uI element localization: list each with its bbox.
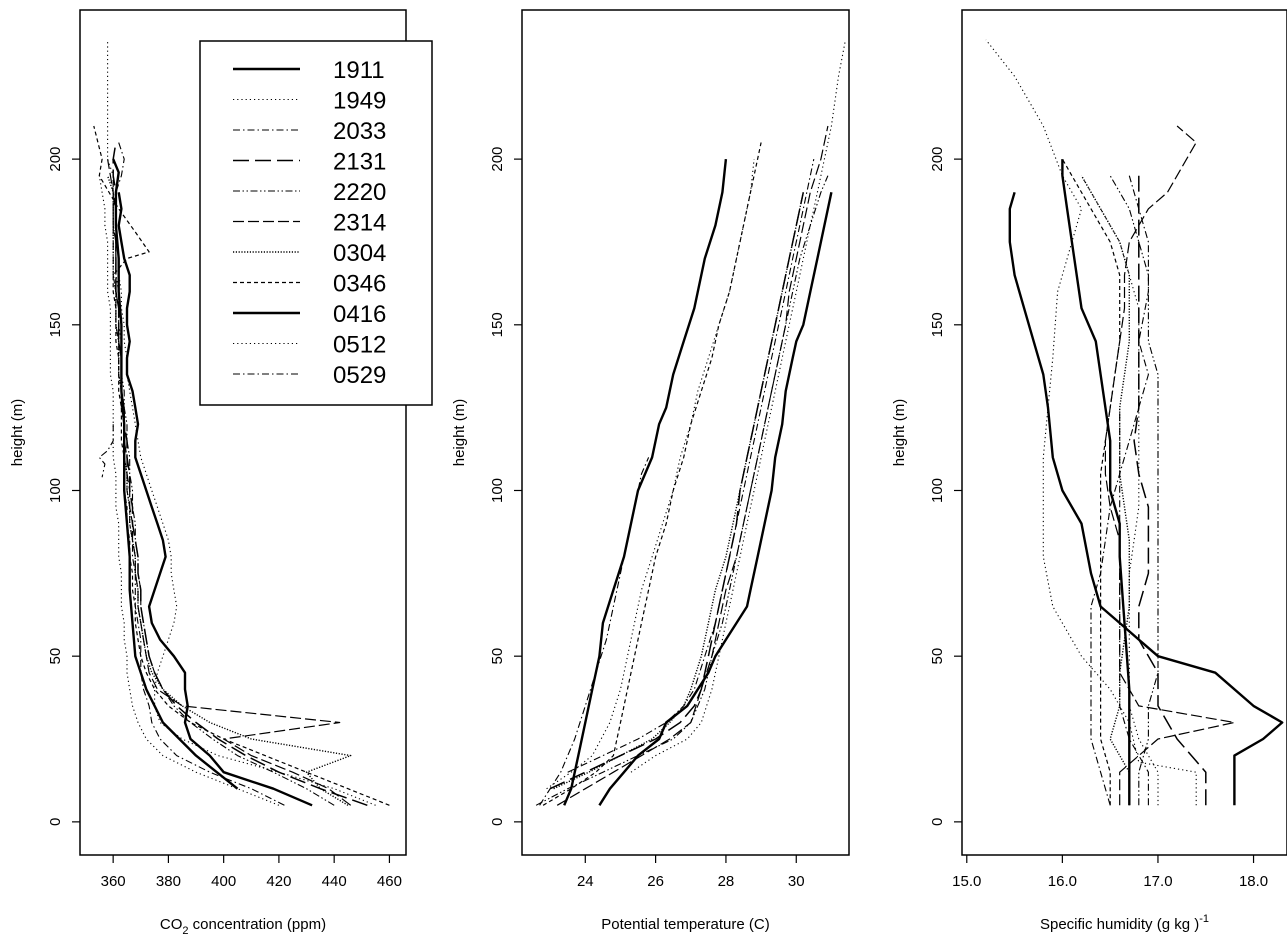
legend-label-2220: 2220 bbox=[333, 179, 386, 206]
y-tick-label: 200 bbox=[489, 147, 506, 172]
series-line-1911 bbox=[598, 192, 833, 806]
panel-co2: 360 380 400 420 440 460 0 50 100 150 200 height (m)… bbox=[9, 9, 433, 935]
x-tick-label: 420 bbox=[266, 873, 291, 890]
legend-label-2033: 2033 bbox=[333, 118, 386, 145]
y-tick-label: 200 bbox=[47, 147, 64, 172]
legend-label-0304: 0304 bbox=[333, 240, 386, 267]
y-tick-label: 150 bbox=[47, 312, 64, 337]
x-tick-label: 460 bbox=[377, 873, 402, 890]
series-line-2220 bbox=[1109, 175, 1159, 806]
series-line-2314 bbox=[107, 159, 352, 806]
x-axis-label: CO2 concentration (ppm) bbox=[160, 916, 326, 935]
series-line-0416 bbox=[112, 158, 239, 790]
legend-label-1911: 1911 bbox=[333, 57, 385, 84]
legend-label-1949: 1949 bbox=[333, 88, 386, 115]
y-tick-label: 50 bbox=[929, 648, 946, 665]
series-line-0346 bbox=[542, 142, 762, 806]
x-tick-label: 30 bbox=[788, 873, 805, 890]
series-line-2314 bbox=[556, 125, 829, 806]
series-line-2314 bbox=[1104, 125, 1235, 806]
y-tick-label: 50 bbox=[489, 648, 506, 665]
y-tick-label: 100 bbox=[47, 478, 64, 503]
series-line-1911 bbox=[1008, 191, 1284, 806]
series-line-2220 bbox=[112, 175, 335, 806]
x-tick-label: 440 bbox=[322, 873, 347, 890]
legend-label-0416: 0416 bbox=[333, 301, 386, 328]
x-tick-label: 24 bbox=[577, 873, 594, 890]
series-line-0416 bbox=[563, 158, 728, 806]
x-tick-label: 15.0 bbox=[952, 873, 981, 890]
series-line-0304 bbox=[106, 175, 352, 806]
series-line-0529 bbox=[1119, 407, 1149, 806]
series-group bbox=[535, 39, 847, 806]
y-axis-label: height (m) bbox=[891, 399, 908, 467]
series-line-0346 bbox=[1061, 158, 1121, 806]
plot-frame bbox=[79, 9, 407, 856]
x-tick-label: 380 bbox=[156, 873, 181, 890]
legend-label-0529: 0529 bbox=[333, 362, 386, 389]
series-line-0529 bbox=[98, 424, 114, 478]
x-axis-label: Specific humidity (g kg )-1 bbox=[1040, 913, 1209, 933]
legend-label-0512: 0512 bbox=[333, 332, 386, 359]
y-tick-label: 0 bbox=[47, 818, 64, 826]
series-line-1911 bbox=[117, 192, 313, 807]
x-tick-label: 360 bbox=[101, 873, 126, 890]
series-line-2131 bbox=[549, 192, 805, 790]
x-tick-label: 17.0 bbox=[1143, 873, 1172, 890]
y-tick-label: 100 bbox=[489, 478, 506, 503]
series-line-0304 bbox=[553, 192, 804, 790]
plot-frame bbox=[521, 9, 850, 856]
x-tick-label: 400 bbox=[211, 873, 236, 890]
legend-box bbox=[199, 40, 433, 406]
legend-label-2131: 2131 bbox=[333, 149, 386, 176]
series-line-1949 bbox=[630, 39, 847, 773]
legend-label-0346: 0346 bbox=[333, 271, 386, 298]
series-line-2131 bbox=[112, 142, 368, 807]
y-tick-label: 150 bbox=[929, 312, 946, 337]
y-tick-label: 150 bbox=[489, 312, 506, 337]
y-axis-label: height (m) bbox=[9, 399, 26, 467]
series-line-0304 bbox=[1080, 175, 1130, 806]
series-line-0512 bbox=[546, 159, 755, 790]
y-tick-label: 0 bbox=[929, 818, 946, 826]
series-group bbox=[93, 39, 390, 807]
x-tick-label: 28 bbox=[718, 873, 735, 890]
x-axis-label: Potential temperature (C) bbox=[601, 916, 769, 933]
y-tick-label: 100 bbox=[929, 478, 946, 503]
legend: 1911 1949 2033 2131 2220 2314 0304 0346 0416 0512… bbox=[199, 40, 433, 406]
legend-label-2314: 2314 bbox=[333, 210, 386, 237]
y-tick-label: 0 bbox=[489, 818, 506, 826]
series-line-2033 bbox=[567, 158, 815, 773]
series-group bbox=[985, 39, 1284, 806]
x-tick-label: 26 bbox=[647, 873, 664, 890]
series-line-0529 bbox=[539, 457, 650, 806]
y-tick-label: 50 bbox=[47, 648, 64, 665]
y-axis-label: height (m) bbox=[451, 399, 468, 467]
panel-q: 15.0 16.0 17.0 18.0 0 50 100 150 200 height (m) Sp… bbox=[891, 9, 1287, 933]
series-line-2220 bbox=[535, 175, 829, 806]
x-tick-label: 16.0 bbox=[1048, 873, 1077, 890]
panel-theta: 24 26 28 30 0 50 100 150 200 height (m) Potential … bbox=[451, 9, 850, 933]
series-line-0416 bbox=[1061, 159, 1131, 806]
x-tick-label: 18.0 bbox=[1239, 873, 1268, 890]
plot-frame bbox=[961, 9, 1287, 856]
y-tick-label: 200 bbox=[929, 147, 946, 172]
series-line-2131 bbox=[1133, 175, 1207, 806]
